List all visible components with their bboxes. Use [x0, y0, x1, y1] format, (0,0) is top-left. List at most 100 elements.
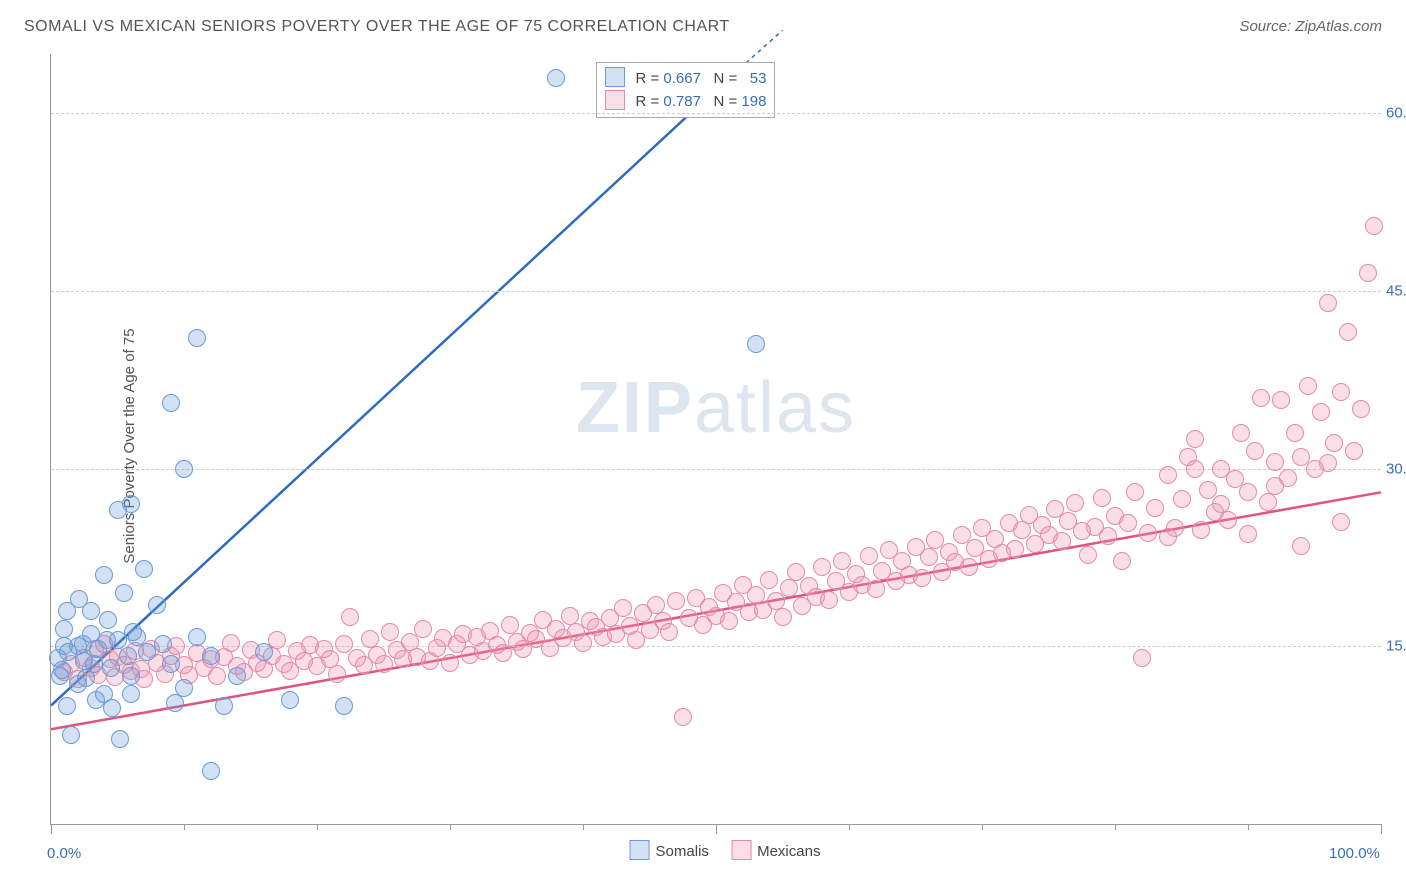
mexicans-point [328, 665, 346, 683]
somalis-legend-swatch-icon [630, 840, 650, 860]
mexicans-point [1339, 323, 1357, 341]
somalis-point [335, 697, 353, 715]
mexicans-point [335, 635, 353, 653]
mexicans-point [813, 558, 831, 576]
x-tick-minor [583, 824, 584, 830]
somalis-legend-label: Somalis [656, 843, 709, 860]
mexicans-point [1173, 490, 1191, 508]
scatter-plot: ZIPatlas R = 0.667 N = 53 R = 0.787 N = … [50, 54, 1381, 825]
mexicans-point [375, 655, 393, 673]
mexicans-point [441, 654, 459, 672]
watermark: ZIPatlas [576, 367, 856, 449]
mexicans-point [1146, 499, 1164, 517]
somalis-point [228, 667, 246, 685]
x-tick-minor [1115, 824, 1116, 830]
somalis-point [162, 655, 180, 673]
somalis-point [103, 699, 121, 717]
mexicans-point [1093, 489, 1111, 507]
somalis-point [162, 394, 180, 412]
x-tick-minor [184, 824, 185, 830]
mexicans-point [1013, 521, 1031, 539]
mexicans-point [1352, 400, 1370, 418]
mexicans-point [1199, 481, 1217, 499]
mexicans-point [1259, 493, 1277, 511]
somalis-point [99, 611, 117, 629]
mexicans-point [913, 569, 931, 587]
somalis-point [175, 460, 193, 478]
somalis-point [62, 726, 80, 744]
somalis-point [166, 694, 184, 712]
series-legend: Somalis Mexicans [612, 840, 821, 860]
mexicans-point [760, 571, 778, 589]
mexicans-point [1212, 495, 1230, 513]
y-tick-label: 45.0% [1386, 282, 1406, 299]
x-tick-minor [849, 824, 850, 830]
mexicans-point [1159, 466, 1177, 484]
somalis-point [255, 643, 273, 661]
mexicans-swatch-icon [605, 90, 625, 110]
mexicans-point [1192, 521, 1210, 539]
x-tick-label: 0.0% [47, 845, 81, 862]
mexicans-point [1292, 537, 1310, 555]
mexicans-point [1252, 389, 1270, 407]
mexicans-point [1232, 424, 1250, 442]
somalis-point [281, 691, 299, 709]
somalis-point [115, 584, 133, 602]
correlation-legend: R = 0.667 N = 53 R = 0.787 N = 198 [596, 62, 775, 118]
somalis-point [122, 667, 140, 685]
mexicans-point [774, 608, 792, 626]
mexicans-point [1319, 294, 1337, 312]
mexicans-point [1325, 434, 1343, 452]
mexicans-point [574, 634, 592, 652]
mexicans-point [1139, 524, 1157, 542]
somalis-point [747, 335, 765, 353]
mexicans-point [1119, 514, 1137, 532]
mexicans-legend-label: Mexicans [757, 843, 820, 860]
somalis-point [85, 655, 103, 673]
mexicans-point [1099, 527, 1117, 545]
mexicans-point [561, 607, 579, 625]
mexicans-point [1239, 525, 1257, 543]
mexicans-point [820, 591, 838, 609]
mexicans-point [1066, 494, 1084, 512]
x-tick-label: 100.0% [1329, 845, 1380, 862]
y-tick-label: 30.0% [1386, 460, 1406, 477]
mexicans-point [1159, 528, 1177, 546]
somalis-point [148, 596, 166, 614]
somalis-point [188, 628, 206, 646]
somalis-point [175, 679, 193, 697]
gridline [51, 291, 1381, 292]
mexicans-point [674, 708, 692, 726]
mexicans-point [1319, 454, 1337, 472]
mexicans-point [1006, 540, 1024, 558]
mexicans-point [787, 563, 805, 581]
mexicans-point [1186, 460, 1204, 478]
mexicans-point [1332, 383, 1350, 401]
mexicans-point [1312, 403, 1330, 421]
x-tick-major [51, 824, 52, 834]
x-tick-major [716, 824, 717, 834]
mexicans-point [414, 620, 432, 638]
mexicans-point [1299, 377, 1317, 395]
mexicans-point [1186, 430, 1204, 448]
gridline [51, 113, 1381, 114]
mexicans-point [1272, 391, 1290, 409]
somalis-point [111, 730, 129, 748]
y-tick-label: 15.0% [1386, 638, 1406, 655]
somalis-point [58, 697, 76, 715]
mexicans-point [1266, 477, 1284, 495]
somalis-point [188, 329, 206, 347]
mexicans-point [1079, 546, 1097, 564]
mexicans-point [1133, 649, 1151, 667]
somalis-point [215, 697, 233, 715]
somalis-swatch-icon [605, 67, 625, 87]
mexicans-point [1053, 532, 1071, 550]
source-label: Source: ZipAtlas.com [1239, 18, 1382, 35]
mexicans-point [860, 547, 878, 565]
mexicans-point [1286, 424, 1304, 442]
x-tick-minor [1248, 824, 1249, 830]
somalis-point [135, 560, 153, 578]
x-tick-minor [450, 824, 451, 830]
mexicans-point [1126, 483, 1144, 501]
mexicans-point [222, 634, 240, 652]
